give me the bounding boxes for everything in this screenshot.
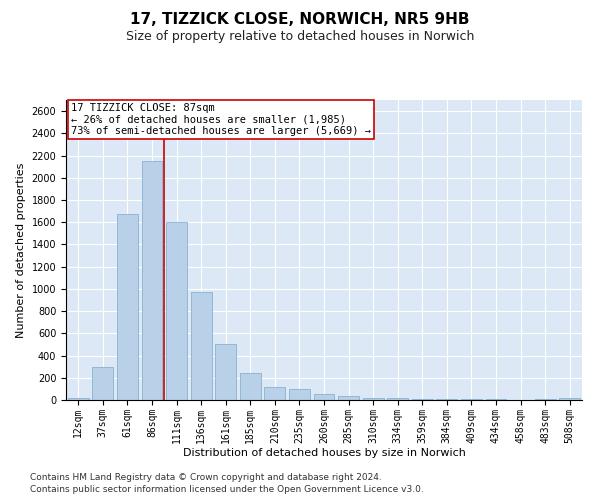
Bar [289,389,310,400]
Bar [362,398,383,400]
Bar [142,161,163,400]
X-axis label: Distribution of detached houses by size in Norwich: Distribution of detached houses by size … [182,448,466,458]
Bar [387,398,408,400]
Bar [412,399,433,400]
Bar [68,398,89,400]
Bar [117,214,138,400]
Bar [338,396,359,400]
Text: 17 TIZZICK CLOSE: 87sqm
← 26% of detached houses are smaller (1,985)
73% of semi: 17 TIZZICK CLOSE: 87sqm ← 26% of detache… [71,103,371,136]
Y-axis label: Number of detached properties: Number of detached properties [16,162,26,338]
Bar [559,398,580,400]
Bar [191,292,212,400]
Text: 17, TIZZICK CLOSE, NORWICH, NR5 9HB: 17, TIZZICK CLOSE, NORWICH, NR5 9HB [130,12,470,28]
Bar [166,222,187,400]
Bar [92,366,113,400]
Bar [215,344,236,400]
Bar [485,399,506,400]
Bar [314,394,334,400]
Text: Size of property relative to detached houses in Norwich: Size of property relative to detached ho… [126,30,474,43]
Bar [436,399,457,400]
Bar [240,373,261,400]
Bar [265,386,286,400]
Text: Contains HM Land Registry data © Crown copyright and database right 2024.: Contains HM Land Registry data © Crown c… [30,472,382,482]
Text: Contains public sector information licensed under the Open Government Licence v3: Contains public sector information licen… [30,485,424,494]
